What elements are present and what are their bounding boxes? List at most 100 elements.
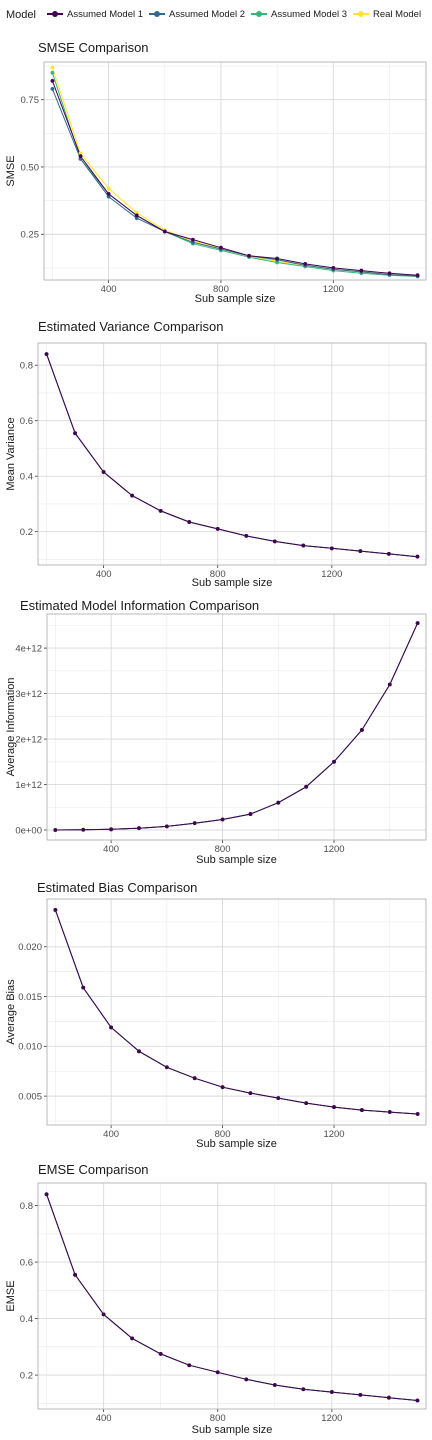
information-chart: Estimated Model Information Comparison 0e…: [5, 598, 427, 866]
data-point: [192, 821, 197, 826]
data-point: [134, 216, 139, 220]
data-point: [53, 908, 58, 912]
data-point: [162, 229, 167, 234]
data-point: [415, 1112, 420, 1116]
data-point: [130, 1336, 135, 1341]
y-tick-label: 0.4: [20, 1314, 33, 1325]
x-tick-label: 400: [103, 1129, 119, 1140]
chart-title: Estimated Variance Comparison: [38, 319, 223, 334]
data-point: [360, 728, 364, 732]
data-point: [276, 800, 281, 805]
y-tick-label: 0.50: [21, 162, 40, 173]
series-line: [55, 622, 419, 831]
legend-item-real-model: Real Model: [352, 9, 421, 20]
legend-item-assumed-model-2: Assumed Model 2: [148, 9, 245, 20]
y-tick-label: 0.6: [20, 416, 33, 427]
y-tick-label: 0.015: [18, 992, 42, 1003]
x-axis-label: Sub sample size: [195, 293, 276, 305]
data-point: [192, 1076, 197, 1081]
data-point: [331, 265, 336, 270]
data-point: [244, 533, 249, 538]
x-tick-label: 400: [96, 569, 112, 580]
x-tick-label: 1200: [323, 1129, 344, 1140]
plot-panel: [44, 62, 426, 280]
emse-chart: EMSE Comparison 0.2 0.4 0.6 0.8 400 800 1200 Sub…: [5, 1162, 427, 1436]
data-point: [164, 1065, 169, 1070]
data-point: [276, 1096, 281, 1101]
data-point: [73, 431, 77, 436]
x-axis-label: Sub sample size: [192, 1424, 273, 1436]
data-point: [81, 827, 86, 832]
legend-label: Assumed Model 1: [67, 9, 144, 20]
data-point: [415, 554, 420, 559]
data-point: [164, 824, 169, 829]
data-point: [190, 237, 195, 242]
x-tick-label: 800: [213, 284, 229, 295]
data-point: [215, 1370, 220, 1375]
plot-panel: [47, 899, 426, 1125]
data-point: [101, 1312, 106, 1317]
legend-key-2: [148, 9, 166, 19]
data-point: [303, 261, 308, 266]
data-point: [220, 817, 225, 822]
y-tick-label: 1e+12: [15, 780, 42, 791]
series-line: [46, 353, 418, 558]
data-point: [329, 1390, 334, 1394]
series-line: [46, 1194, 418, 1401]
data-point: [415, 273, 420, 278]
y-tick-label: 0.005: [18, 1091, 42, 1102]
y-tick-label: 0.2: [20, 1370, 33, 1381]
y-tick-label: 0.2: [20, 527, 33, 538]
data-point: [358, 549, 363, 554]
data-point: [187, 1363, 192, 1368]
data-point: [415, 621, 420, 625]
x-tick-label: 1200: [321, 569, 342, 580]
y-tick-label: 0.8: [20, 361, 33, 372]
data-point: [329, 546, 334, 551]
y-axis-label: Mean Variance: [5, 417, 17, 490]
legend-key-4: [352, 9, 370, 19]
y-tick-label: 0.020: [18, 942, 42, 953]
smse-chart: SMSE Comparison 0.25 0.50 0.75 400 800 1200 Sub…: [5, 40, 427, 305]
legend-key-1: [46, 9, 64, 19]
panel-border: [43, 61, 427, 281]
x-tick-label: 1200: [323, 284, 344, 295]
y-tick-label: 0.8: [20, 1201, 33, 1212]
data-point: [301, 1387, 306, 1392]
data-point: [301, 543, 306, 548]
data-point: [248, 1091, 253, 1096]
data-point: [73, 1272, 77, 1277]
y-axis-label: Average Information: [5, 678, 17, 777]
y-axis-label: SMSE: [5, 155, 17, 186]
legend: Model Assumed Model 1 Assumed Model 2 As…: [0, 0, 432, 32]
x-axis-label: Sub sample size: [196, 1138, 277, 1150]
data-point: [332, 1105, 336, 1109]
y-axis-label: EMSE: [5, 1280, 17, 1311]
data-point: [272, 539, 277, 544]
legend-item-assumed-model-3: Assumed Model 3: [250, 9, 347, 20]
plot-panel: [38, 1183, 426, 1409]
plot-panel: [47, 614, 426, 840]
x-tick-label: 800: [215, 844, 231, 855]
y-tick-label: 0.010: [18, 1042, 42, 1053]
x-tick-label: 400: [101, 284, 117, 295]
data-point: [50, 87, 55, 91]
data-point: [50, 70, 55, 75]
legend-title: Model: [6, 9, 36, 21]
chart-title: SMSE Comparison: [38, 40, 149, 55]
y-tick-label: 0.25: [21, 230, 40, 241]
bias-chart: Estimated Bias Comparison 0.005 0.010 0.015…: [5, 880, 427, 1150]
panel-border: [37, 1182, 427, 1410]
data-point: [304, 784, 309, 789]
data-point: [81, 985, 86, 990]
legend-label: Real Model: [373, 9, 422, 20]
data-point: [332, 759, 336, 764]
panel-border: [46, 898, 427, 1126]
plot-panel: [38, 343, 426, 565]
data-point: [78, 156, 83, 161]
data-point: [50, 78, 55, 83]
data-point: [53, 828, 58, 832]
legend-key-3: [250, 9, 268, 19]
data-point: [78, 151, 83, 156]
data-point: [44, 1192, 49, 1197]
